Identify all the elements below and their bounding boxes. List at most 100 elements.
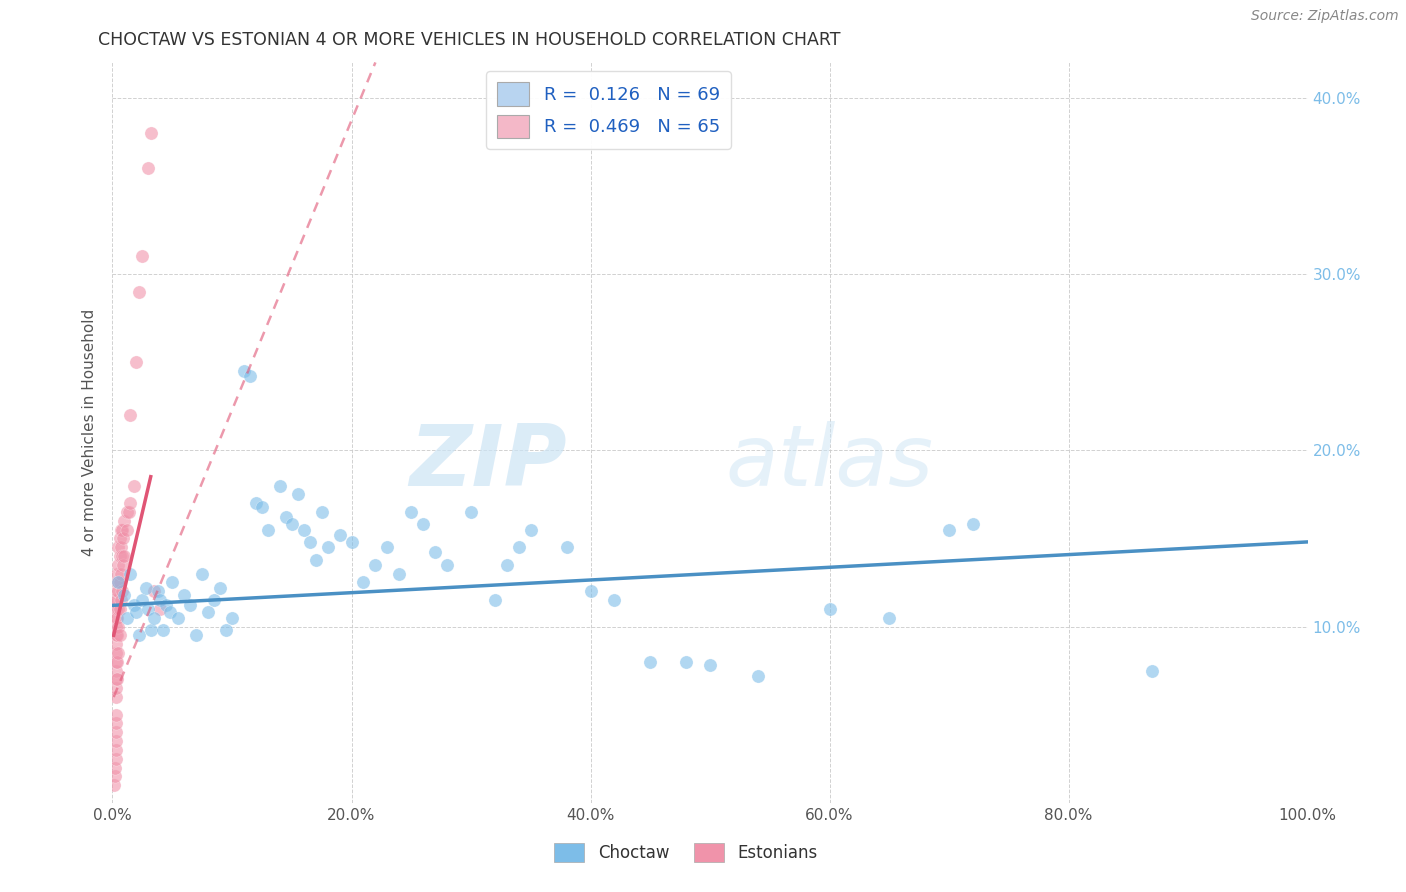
Point — [105, 655, 128, 669]
Point — [135, 581, 157, 595]
Point — [149, 593, 172, 607]
Point — [107, 558, 129, 572]
Point — [103, 778, 125, 792]
Point — [125, 355, 148, 369]
Point — [401, 505, 423, 519]
Point — [412, 517, 434, 532]
Point — [202, 593, 225, 607]
Point — [257, 523, 280, 537]
Point — [105, 655, 128, 669]
Point — [305, 552, 328, 566]
Point — [108, 532, 131, 546]
Point — [105, 664, 128, 678]
Point — [197, 606, 219, 620]
Point — [104, 769, 127, 783]
Point — [274, 510, 297, 524]
Text: CHOCTAW VS ESTONIAN 4 OR MORE VEHICLES IN HOUSEHOLD CORRELATION CHART: CHOCTAW VS ESTONIAN 4 OR MORE VEHICLES I… — [98, 31, 841, 49]
Point — [233, 364, 256, 378]
Point — [110, 566, 132, 581]
Point — [484, 593, 506, 607]
Point — [131, 593, 153, 607]
Point — [138, 602, 160, 616]
Point — [105, 681, 128, 696]
Point — [377, 540, 399, 554]
Point — [108, 602, 131, 616]
Point — [120, 408, 142, 422]
Point — [215, 623, 238, 637]
Point — [111, 523, 134, 537]
Point — [105, 690, 128, 704]
Point — [155, 599, 177, 613]
Point — [675, 655, 697, 669]
Point — [209, 581, 232, 595]
Point — [104, 760, 127, 774]
Point — [114, 588, 135, 602]
Point — [105, 673, 128, 687]
Point — [298, 535, 321, 549]
Point — [105, 707, 128, 722]
Point — [108, 628, 131, 642]
Point — [520, 523, 543, 537]
Point — [128, 285, 150, 299]
Point — [107, 619, 129, 633]
Point — [496, 558, 519, 572]
Point — [131, 249, 153, 263]
Point — [425, 545, 447, 559]
Point — [105, 716, 128, 731]
Point — [316, 540, 339, 554]
Text: atlas: atlas — [725, 421, 934, 504]
Point — [105, 637, 128, 651]
Point — [388, 566, 411, 581]
Point — [125, 606, 148, 620]
Text: Source: ZipAtlas.com: Source: ZipAtlas.com — [1251, 9, 1399, 23]
Point — [105, 628, 128, 642]
Point — [105, 725, 128, 739]
Point — [108, 575, 131, 590]
Point — [221, 610, 243, 624]
Point — [105, 752, 128, 766]
Y-axis label: 4 or more Vehicles in Household: 4 or more Vehicles in Household — [82, 309, 97, 557]
Point — [105, 602, 128, 616]
Point — [105, 610, 128, 624]
Point — [105, 743, 128, 757]
Point — [114, 549, 135, 563]
Point — [111, 584, 134, 599]
Point — [364, 558, 387, 572]
Point — [555, 540, 578, 554]
Point — [105, 566, 128, 581]
Point — [146, 584, 169, 599]
Point — [111, 549, 134, 563]
Point — [105, 734, 128, 748]
Point — [1142, 664, 1164, 678]
Point — [292, 523, 315, 537]
Point — [250, 500, 273, 514]
Point — [110, 540, 132, 554]
Point — [640, 655, 662, 669]
Point — [191, 566, 214, 581]
Point — [105, 584, 128, 599]
Point — [173, 588, 195, 602]
Point — [115, 523, 138, 537]
Point — [114, 514, 135, 528]
Point — [162, 575, 183, 590]
Point — [287, 487, 309, 501]
Point — [269, 478, 291, 492]
Point — [138, 161, 160, 176]
Point — [128, 628, 150, 642]
Point — [120, 496, 142, 510]
Point — [149, 602, 172, 616]
Point — [105, 619, 128, 633]
Point — [281, 517, 304, 532]
Point — [115, 610, 138, 624]
Point — [818, 602, 841, 616]
Point — [139, 126, 162, 140]
Text: ZIP: ZIP — [409, 421, 567, 504]
Point — [340, 535, 363, 549]
Point — [143, 610, 166, 624]
Point — [122, 599, 145, 613]
Point — [962, 517, 984, 532]
Point — [938, 523, 960, 537]
Point — [112, 532, 135, 546]
Point — [120, 566, 142, 581]
Point — [108, 549, 131, 563]
